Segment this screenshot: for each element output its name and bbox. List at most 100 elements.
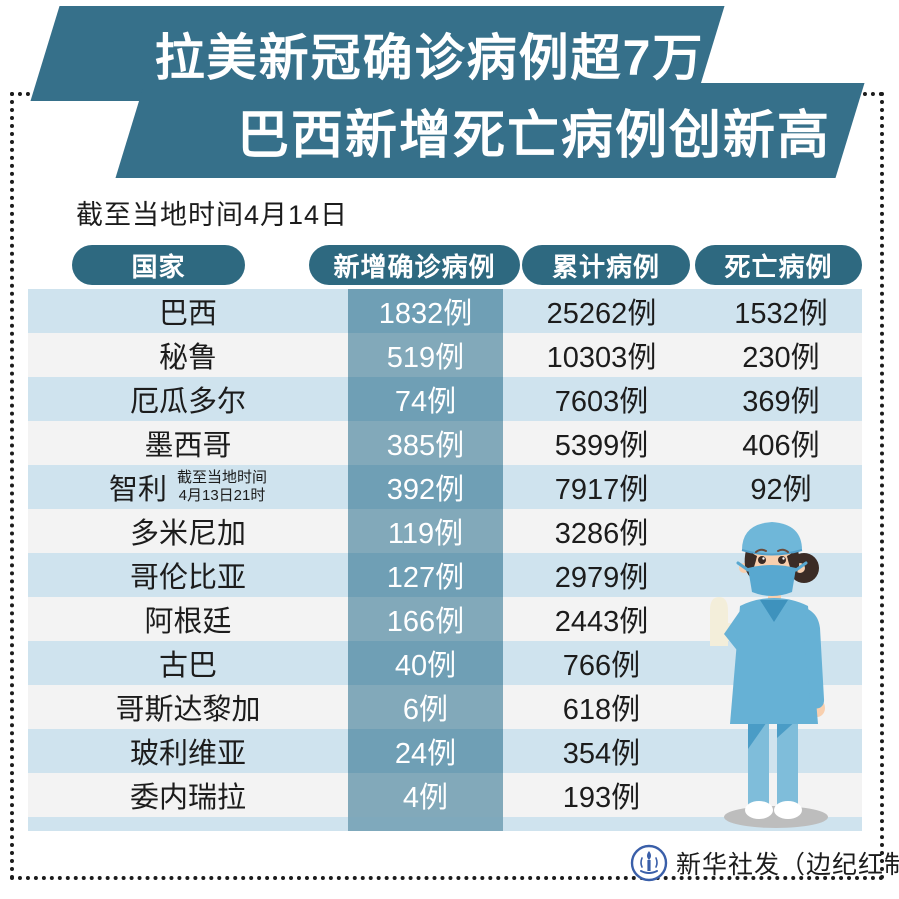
new-cases-cell-value: 392例: [386, 474, 465, 506]
country-cell-value: 古巴: [158, 650, 217, 682]
new-cases-cell: 385例: [348, 421, 503, 465]
table-row: 委内瑞拉 4例 193例: [28, 773, 862, 817]
nurse-illustration: [710, 522, 828, 828]
country-cell: 秘鲁: [28, 333, 348, 377]
xinhua-logo-icon: [630, 844, 668, 882]
total-cases-cell: 7603例: [503, 377, 700, 421]
country-cell-value: 厄瓜多尔: [129, 386, 246, 418]
country-cell: 多米尼加: [28, 509, 348, 553]
country-cell-value: 多米尼加: [129, 518, 246, 550]
table-row: 墨西哥 385例 5399例 406例: [28, 421, 862, 465]
table-bottom-strip: [28, 817, 862, 831]
country-cell-value: 委内瑞拉: [129, 782, 246, 814]
country-cell: 墨西哥: [28, 421, 348, 465]
new-cases-cell: 519例: [348, 333, 503, 377]
total-cases-cell-value: 3286例: [554, 518, 649, 550]
header-death-cases: 死亡病例: [695, 245, 862, 285]
new-cases-cell: 40例: [348, 641, 503, 685]
total-cases-cell: 25262例: [503, 289, 700, 333]
table-row: 古巴 40例 766例: [28, 641, 862, 685]
new-cases-cell-value: 127例: [386, 562, 465, 594]
new-cases-cell-value: 4例: [402, 782, 449, 814]
country-cell: 委内瑞拉: [28, 773, 348, 817]
country-cell: 古巴: [28, 641, 348, 685]
title-banner-line2: 巴西新增死亡病例创新高: [115, 83, 865, 178]
total-cases-cell: 354例: [503, 729, 700, 773]
header-total-cases: 累计病例: [522, 245, 690, 285]
new-cases-cell-value: 1832例: [378, 298, 473, 330]
death-cases-cell: 406例: [700, 421, 862, 465]
credit-text: 新华社发（边纪红制图）: [676, 851, 899, 879]
table-row: 智利 截至当地时间 4月13日21时 392例 7917例 92例: [28, 465, 862, 509]
as-of-date-label: 截至当地时间4月14日: [76, 200, 349, 230]
total-cases-cell: 2979例: [503, 553, 700, 597]
country-cell-value: 智利: [108, 474, 167, 506]
total-cases-cell: 2443例: [503, 597, 700, 641]
total-cases-cell-value: 7603例: [554, 386, 649, 418]
total-cases-cell: 193例: [503, 773, 700, 817]
country-cell: 玻利维亚: [28, 729, 348, 773]
new-cases-cell: 119例: [348, 509, 503, 553]
country-cell: 巴西: [28, 289, 348, 333]
new-cases-cell: 127例: [348, 553, 503, 597]
country-note: 截至当地时间 4月13日21时: [177, 469, 268, 504]
table-row: 哥伦比亚 127例 2979例: [28, 553, 862, 597]
footer-credit-bar: 新华社发（边纪红制图）: [630, 843, 899, 883]
country-cell-value: 哥伦比亚: [129, 562, 246, 594]
total-cases-cell-value: 354例: [562, 738, 641, 770]
table-body: 巴西 1832例 25262例 1532例 秘鲁 519例 10303例 230例 厄瓜多尔 74…: [28, 289, 862, 817]
title-line1: 拉美新冠确诊病例超7万: [154, 29, 705, 86]
country-cell: 哥斯达黎加: [28, 685, 348, 729]
new-cases-cell: 166例: [348, 597, 503, 641]
new-cases-cell-value: 166例: [386, 606, 465, 638]
death-cases-cell-value: 406例: [742, 430, 820, 462]
death-cases-cell-value: 230例: [742, 342, 820, 374]
total-cases-cell: 10303例: [503, 333, 700, 377]
country-cell: 厄瓜多尔: [28, 377, 348, 421]
new-cases-cell: 6例: [348, 685, 503, 729]
total-cases-cell-value: 5399例: [554, 430, 649, 462]
country-cell-value: 阿根廷: [144, 606, 232, 638]
total-cases-cell: 7917例: [503, 465, 700, 509]
death-cases-cell-value: 1532例: [734, 298, 828, 330]
total-cases-cell-value: 193例: [562, 782, 641, 814]
table-row: 哥斯达黎加 6例 618例: [28, 685, 862, 729]
table-row: 巴西 1832例 25262例 1532例: [28, 289, 862, 333]
total-cases-cell-value: 766例: [562, 650, 641, 682]
death-cases-cell: 92例: [700, 465, 862, 509]
header-country: 国家: [72, 245, 245, 285]
new-cases-cell: 392例: [348, 465, 503, 509]
table-row: 厄瓜多尔 74例 7603例 369例: [28, 377, 862, 421]
country-cell: 阿根廷: [28, 597, 348, 641]
header-new-cases: 新增确诊病例: [309, 245, 520, 285]
table-row: 多米尼加 119例 3286例: [28, 509, 862, 553]
total-cases-cell: 618例: [503, 685, 700, 729]
new-cases-cell-value: 119例: [387, 518, 464, 550]
total-cases-cell-value: 25262例: [546, 298, 657, 330]
total-cases-cell: 5399例: [503, 421, 700, 465]
total-cases-cell-value: 2443例: [554, 606, 649, 638]
total-cases-cell-value: 10303例: [546, 342, 657, 374]
new-cases-cell-value: 24例: [394, 738, 457, 770]
death-cases-cell-value: 92例: [750, 474, 812, 506]
new-cases-cell-value: 40例: [394, 650, 457, 682]
new-cases-cell-value: 519例: [386, 342, 465, 374]
country-cell-value: 墨西哥: [144, 430, 232, 462]
title-line2: 巴西新增死亡病例创新高: [236, 107, 831, 165]
country-cell: 哥伦比亚: [28, 553, 348, 597]
country-cell: 智利 截至当地时间 4月13日21时: [28, 465, 348, 509]
total-cases-cell: 766例: [503, 641, 700, 685]
table-row: 秘鲁 519例 10303例 230例: [28, 333, 862, 377]
country-cell-value: 哥斯达黎加: [115, 694, 261, 726]
table-bottom-strip-band: [348, 817, 503, 831]
total-cases-cell-value: 618例: [562, 694, 641, 726]
title-banner-line1: 拉美新冠确诊病例超7万: [30, 6, 725, 101]
death-cases-cell-value: 369例: [742, 386, 820, 418]
new-cases-cell: 1832例: [348, 289, 503, 333]
new-cases-cell: 24例: [348, 729, 503, 773]
total-cases-cell-value: 7917例: [554, 474, 649, 506]
new-cases-cell-value: 385例: [386, 430, 465, 462]
new-cases-cell: 4例: [348, 773, 503, 817]
country-cell-value: 玻利维亚: [129, 738, 246, 770]
